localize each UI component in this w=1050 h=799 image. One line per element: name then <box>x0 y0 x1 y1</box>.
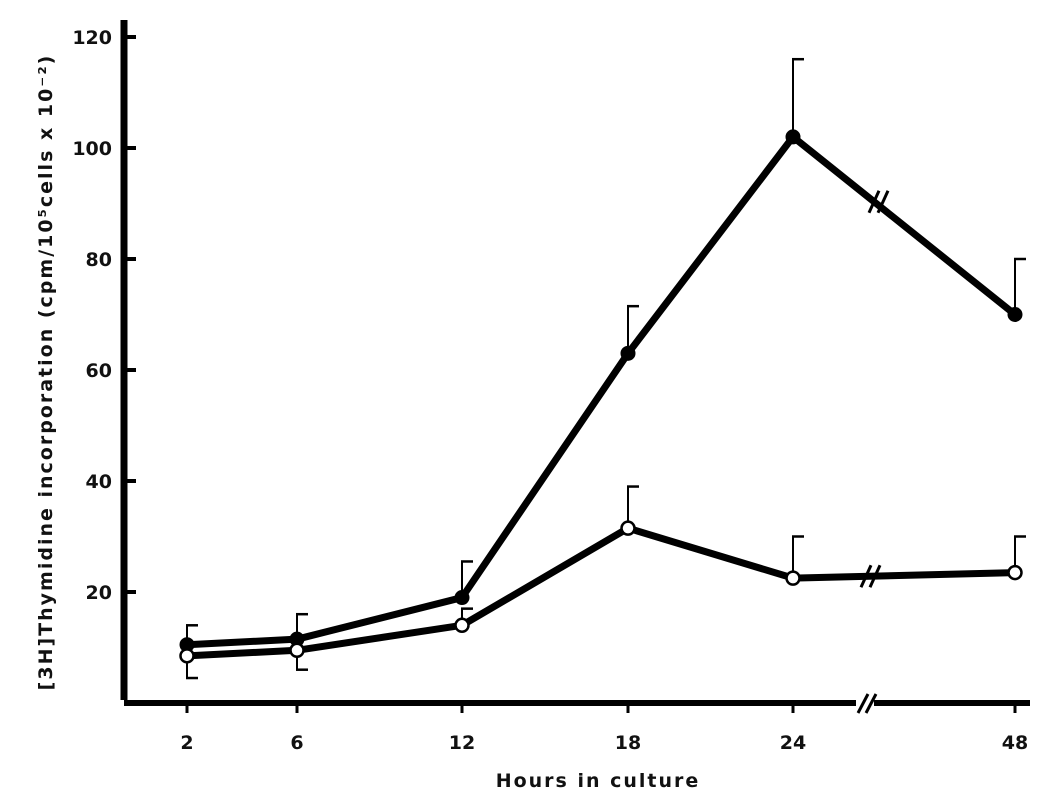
y-tick-label: 20 <box>86 582 112 604</box>
data-point-open <box>289 642 305 659</box>
line-break-mark <box>876 190 890 214</box>
x-axis-title: Hours in culture <box>496 770 701 792</box>
plot-area <box>179 57 1026 680</box>
y-tick-label: 120 <box>72 27 112 49</box>
series-2 <box>179 485 1026 680</box>
x-tick-label: 24 <box>780 732 806 754</box>
x-tick-label: 18 <box>615 732 641 754</box>
axes: 20 40 60 80 100 120 2 6 12 18 24 48 <box>72 20 1030 754</box>
y-axis-title: [3H]Thymidine incorporation (cpm/10⁵cell… <box>35 54 57 691</box>
data-point-filled <box>620 345 636 361</box>
x-axis-break-mark <box>864 693 878 714</box>
data-point-filled <box>785 129 801 145</box>
x-tick-label: 48 <box>1002 732 1028 754</box>
data-point-open <box>620 520 636 536</box>
data-point-open <box>785 570 801 586</box>
data-point-open <box>179 648 195 664</box>
axis-labels: Hours in culture [3H]Thymidine incorpora… <box>35 54 701 792</box>
x-tick-label: 12 <box>449 732 475 754</box>
data-point-filled <box>1007 307 1023 322</box>
x-axis-break-mark <box>856 693 870 714</box>
data-point-open <box>454 617 470 634</box>
series-line <box>186 133 1018 649</box>
y-tick-label: 100 <box>72 138 112 160</box>
line-break-mark <box>859 564 873 588</box>
line-break-mark <box>868 564 882 588</box>
data-point-open <box>1007 564 1023 581</box>
line-break-mark <box>867 190 881 214</box>
series-line <box>186 524 1016 660</box>
y-tick-label: 60 <box>86 360 112 382</box>
y-tick-label: 80 <box>86 249 112 271</box>
y-tick-label: 40 <box>86 471 112 493</box>
x-tick-label: 6 <box>290 732 303 754</box>
x-tick-label: 2 <box>180 732 193 754</box>
data-point-filled <box>454 590 470 606</box>
series-1 <box>179 57 1026 653</box>
